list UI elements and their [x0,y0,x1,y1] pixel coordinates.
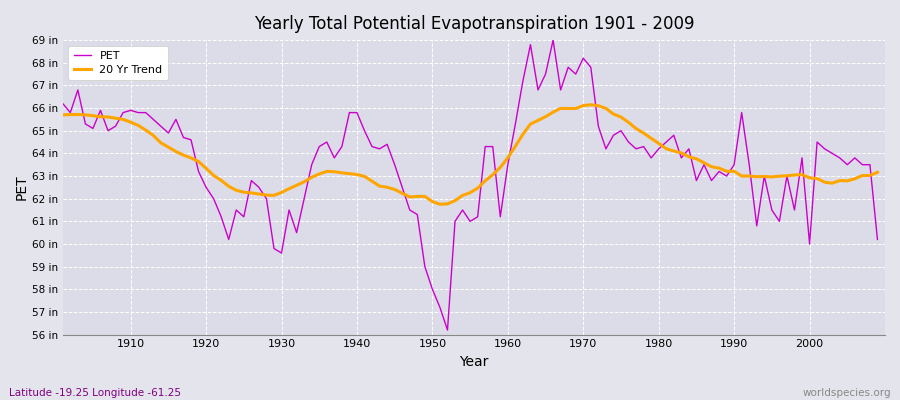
PET [284,208,294,212]
PET [328,156,339,160]
PET [608,133,619,138]
20 Yr Trend [328,169,339,174]
PET [58,101,68,106]
PET [502,162,513,167]
Line: PET: PET [63,40,878,330]
20 Yr Trend [502,155,513,160]
Text: Latitude -19.25 Longitude -61.25: Latitude -19.25 Longitude -61.25 [9,388,181,398]
PET [872,237,883,242]
Legend: PET, 20 Yr Trend: PET, 20 Yr Trend [68,46,168,80]
PET [118,110,129,115]
Text: worldspecies.org: worldspecies.org [803,388,891,398]
20 Yr Trend [58,112,68,117]
20 Yr Trend [608,112,619,116]
20 Yr Trend [118,117,129,122]
20 Yr Trend [284,186,294,191]
20 Yr Trend [510,144,521,149]
20 Yr Trend [435,202,446,207]
Line: 20 Yr Trend: 20 Yr Trend [63,105,878,204]
PET [548,38,559,42]
PET [442,328,453,332]
X-axis label: Year: Year [459,355,489,369]
PET [510,122,521,126]
20 Yr Trend [872,170,883,175]
20 Yr Trend [585,102,596,107]
Y-axis label: PET: PET [15,174,29,200]
Title: Yearly Total Potential Evapotranspiration 1901 - 2009: Yearly Total Potential Evapotranspiratio… [254,15,694,33]
